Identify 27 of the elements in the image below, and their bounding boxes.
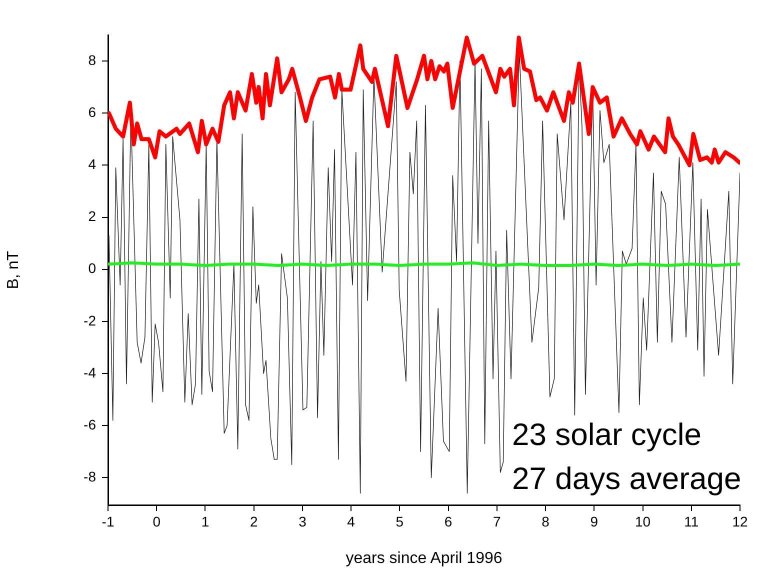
x-tick-label: 10 <box>634 513 651 530</box>
annotation: 27 days average <box>512 461 742 496</box>
x-tick-label: 12 <box>732 513 748 530</box>
x-tick-label: -1 <box>102 513 114 530</box>
x-tick-label: 6 <box>444 513 452 530</box>
y-tick-label: 0 <box>88 260 96 276</box>
y-tick-label: 6 <box>88 104 96 120</box>
x-tick-label: 0 <box>152 513 161 530</box>
y-tick-label: -4 <box>84 364 96 380</box>
y-tick-label: 8 <box>88 52 96 68</box>
x-tick-label: 7 <box>493 513 502 530</box>
y-tick-label: 4 <box>88 156 96 172</box>
y-tick-label: 2 <box>88 208 96 224</box>
x-axis-title: years since April 1996 <box>346 550 502 567</box>
annotation: 23 solar cycle <box>512 417 702 452</box>
x-tick-label: 11 <box>684 513 699 530</box>
x-tick-label: 5 <box>396 513 404 530</box>
x-tick-label: 4 <box>347 513 356 530</box>
x-tick-label: 3 <box>298 513 307 530</box>
y-tick-label: -2 <box>84 312 96 328</box>
x-tick-label: 8 <box>542 513 550 530</box>
y-axis-title: B, nT <box>5 250 22 290</box>
y-tick-label: -8 <box>84 468 96 485</box>
x-tick-label: 2 <box>250 513 258 530</box>
x-tick-label: 1 <box>201 513 210 530</box>
y-tick-label: -6 <box>84 416 96 432</box>
x-tick-label: 9 <box>590 513 598 530</box>
